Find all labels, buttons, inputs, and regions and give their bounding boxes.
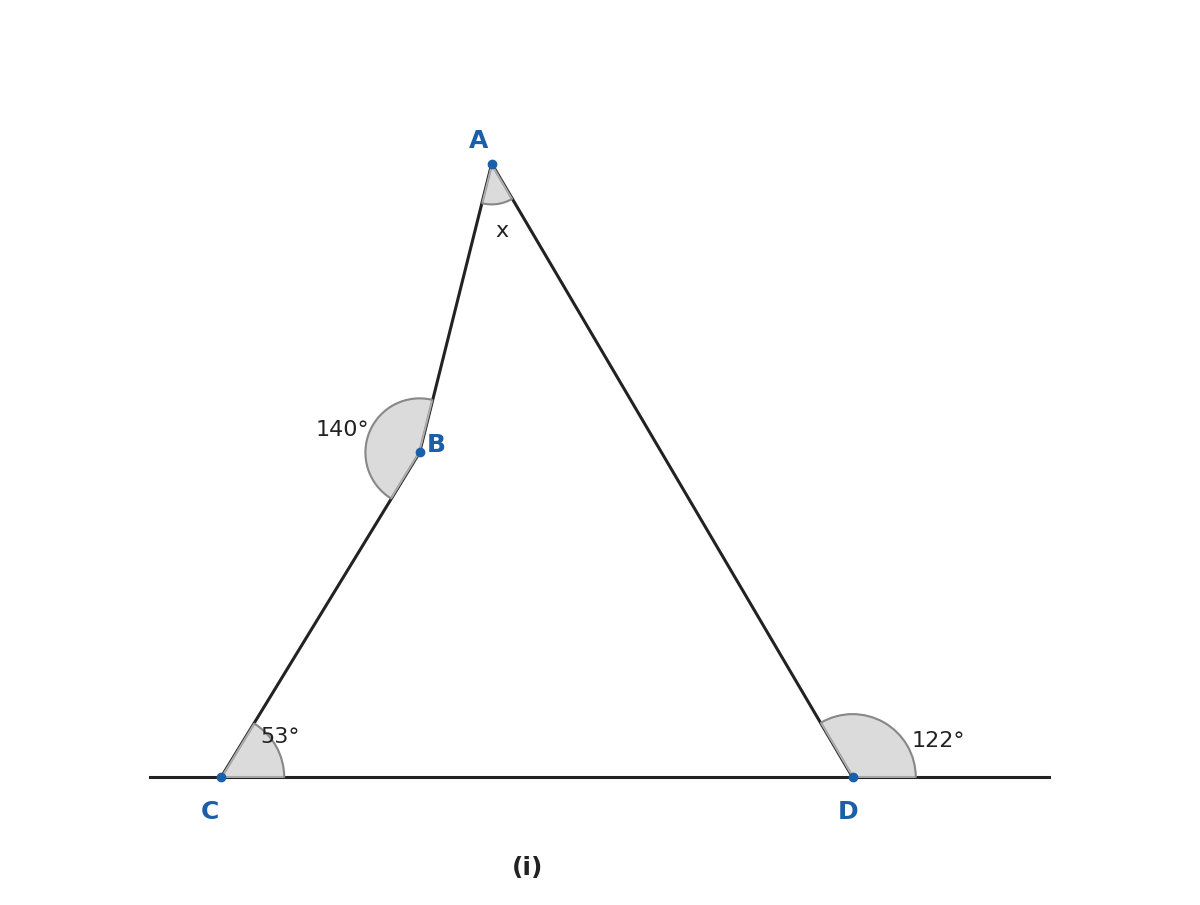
Polygon shape: [366, 398, 433, 499]
Text: D: D: [838, 800, 858, 824]
Polygon shape: [221, 723, 284, 777]
Polygon shape: [482, 164, 512, 205]
Text: 140°: 140°: [316, 420, 370, 440]
Text: B: B: [426, 433, 445, 457]
Text: A: A: [468, 129, 488, 153]
Text: C: C: [202, 800, 220, 824]
Text: (i): (i): [512, 855, 544, 880]
Text: 53°: 53°: [260, 727, 300, 747]
Text: 122°: 122°: [912, 731, 965, 751]
Text: x: x: [496, 221, 509, 241]
Polygon shape: [821, 714, 916, 777]
